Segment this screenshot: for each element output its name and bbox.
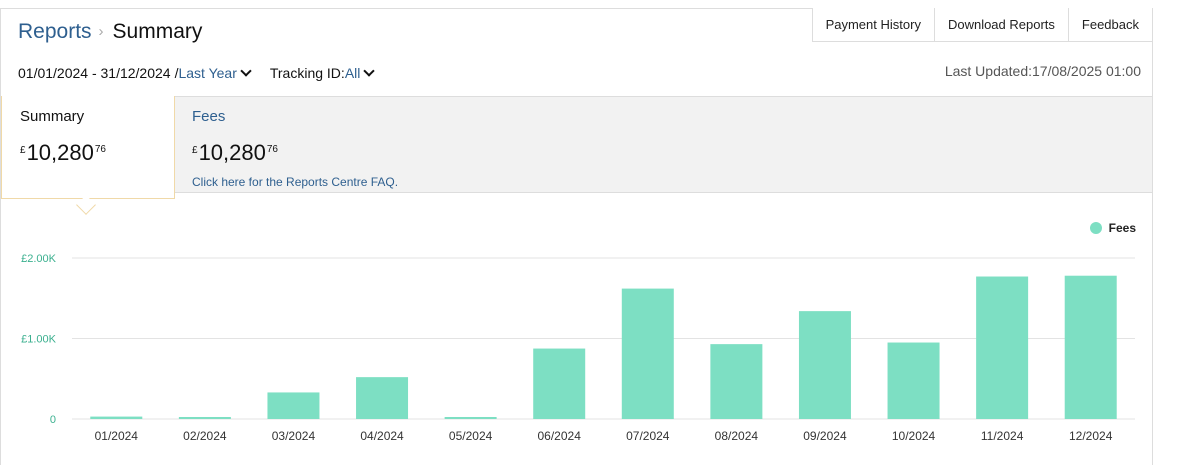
bar-02-2024[interactable] — [178, 416, 231, 419]
x-tick-label: 12/2024 — [1069, 429, 1113, 443]
reports-faq-link[interactable]: Click here for the Reports Centre FAQ. — [192, 175, 399, 189]
bar-11-2024[interactable] — [976, 276, 1029, 419]
filter-row: 01/01/2024 - 31/12/2024 / Last Year Trac… — [18, 65, 377, 81]
x-tick-label: 07/2024 — [626, 429, 670, 443]
x-tick-label: 11/2024 — [981, 429, 1024, 443]
top-button-group: Payment History Download Reports Feedbac… — [811, 8, 1153, 42]
summary-amount-fraction: 76 — [94, 144, 106, 155]
tab-summary[interactable]: Summary £ 10,280 76 — [1, 96, 175, 199]
summary-amount: £ 10,280 76 — [20, 140, 106, 166]
download-reports-button[interactable]: Download Reports — [933, 8, 1069, 42]
y-tick-label: £2.00K — [21, 253, 57, 265]
fees-amount-whole: 10,280 — [198, 140, 266, 165]
bar-01-2024[interactable] — [90, 416, 143, 419]
bar-08-2024[interactable] — [710, 344, 763, 419]
bar-03-2024[interactable] — [267, 392, 320, 419]
x-tick-label: 04/2024 — [360, 429, 404, 443]
x-tick-label: 10/2024 — [892, 429, 936, 443]
period-dropdown[interactable]: Last Year — [178, 65, 237, 81]
date-range-slash: / — [174, 65, 179, 81]
y-tick-label: 0 — [50, 414, 56, 426]
tab-fees[interactable]: Fees — [192, 108, 226, 125]
tracking-id-label: Tracking ID: — [269, 65, 345, 81]
tracking-id-dropdown[interactable]: All — [344, 65, 361, 81]
x-tick-label: 06/2024 — [538, 429, 582, 443]
tracking-chevron-down-icon[interactable] — [363, 65, 376, 77]
fees-bar-chart: 0 £1.00K £2.00K 01/2024 02/2024 03/2024 04/202… — [21, 253, 1135, 443]
page-frame — [0, 8, 1153, 465]
payment-history-button[interactable]: Payment History — [811, 8, 935, 42]
bar-12-2024[interactable] — [1064, 275, 1117, 419]
fees-amount: £ 10,280 76 — [192, 140, 278, 166]
y-tick-label: £1.00K — [21, 334, 57, 346]
bar-07-2024[interactable] — [621, 288, 674, 419]
summary-amount-currency: £ — [20, 145, 26, 156]
fees-amount-fraction: 76 — [266, 144, 278, 155]
report-tabs-band — [1, 96, 1152, 193]
breadcrumb-chevron-icon: › — [98, 22, 104, 40]
bar-05-2024[interactable] — [444, 416, 497, 419]
bar-10-2024[interactable] — [887, 342, 940, 419]
legend-fees-swatch — [1089, 222, 1102, 234]
x-tick-label: 02/2024 — [183, 429, 227, 443]
x-tick-label: 08/2024 — [715, 429, 759, 443]
last-updated: Last Updated:17/08/2025 01:00 — [944, 63, 1141, 79]
x-tick-label: 05/2024 — [449, 429, 493, 443]
tab-summary-title: Summary — [20, 108, 85, 125]
legend-fees-label: Fees — [1108, 221, 1136, 235]
x-tick-label: 09/2024 — [803, 429, 847, 443]
chart-legend[interactable]: Fees — [1089, 221, 1136, 235]
x-tick-label: 01/2024 — [95, 429, 139, 443]
breadcrumb-reports-link[interactable]: Reports — [18, 20, 92, 43]
summary-amount-whole: 10,280 — [26, 140, 94, 165]
bar-06-2024[interactable] — [533, 348, 586, 419]
x-tick-label: 03/2024 — [272, 429, 316, 443]
bar-09-2024[interactable] — [798, 311, 851, 419]
bar-04-2024[interactable] — [356, 377, 409, 419]
page-title: Summary — [112, 20, 203, 43]
fees-amount-currency: £ — [192, 145, 198, 156]
feedback-button[interactable]: Feedback — [1067, 8, 1153, 42]
date-range: 01/01/2024 - 31/12/2024 — [18, 65, 171, 81]
breadcrumb: Reports › Summary — [18, 20, 202, 44]
period-chevron-down-icon[interactable] — [240, 65, 252, 77]
